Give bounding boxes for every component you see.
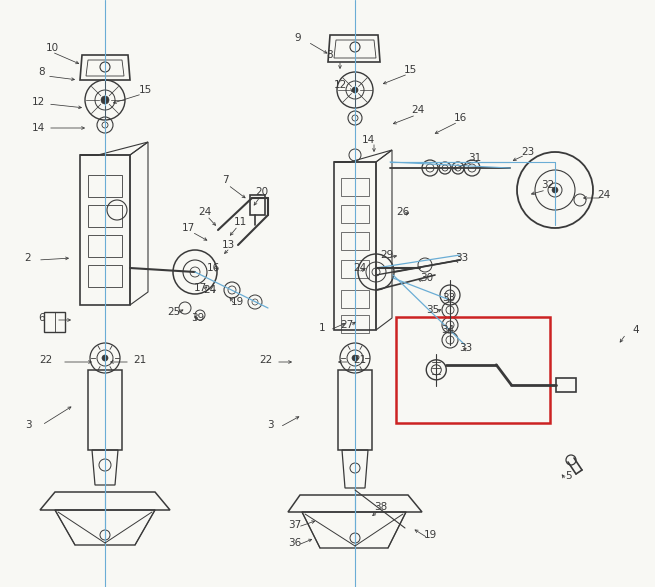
Text: 34: 34: [441, 325, 455, 335]
Text: 37: 37: [288, 520, 301, 530]
Text: 22: 22: [259, 355, 272, 365]
Text: 8: 8: [39, 67, 45, 77]
Bar: [396, 317, 550, 423]
Text: 24: 24: [354, 263, 367, 273]
Text: 19: 19: [231, 297, 244, 307]
Text: 4: 4: [633, 325, 639, 335]
Text: 10: 10: [45, 43, 58, 53]
Text: 32: 32: [542, 180, 555, 190]
Bar: [341, 232, 369, 250]
Text: 15: 15: [138, 85, 151, 95]
Text: 3: 3: [25, 420, 31, 430]
Text: 31: 31: [468, 153, 481, 163]
Text: 7: 7: [221, 175, 229, 185]
Text: 17: 17: [181, 223, 195, 233]
Text: 9: 9: [295, 33, 301, 43]
Text: 16: 16: [206, 263, 219, 273]
Text: 29: 29: [381, 250, 394, 260]
Text: 5: 5: [565, 471, 571, 481]
Text: 33: 33: [442, 293, 456, 303]
Text: 23: 23: [521, 147, 534, 157]
Bar: [88, 235, 122, 257]
Bar: [88, 205, 122, 227]
Text: 11: 11: [233, 217, 247, 227]
Bar: [341, 290, 369, 308]
Text: 24: 24: [198, 207, 212, 217]
Text: 21: 21: [134, 355, 147, 365]
Text: 36: 36: [288, 538, 301, 548]
Circle shape: [101, 96, 109, 104]
Text: 12: 12: [31, 97, 45, 107]
Text: 12: 12: [333, 80, 346, 90]
Text: 21: 21: [354, 355, 367, 365]
Bar: [341, 178, 369, 196]
Text: 24: 24: [203, 285, 217, 295]
Text: 14: 14: [31, 123, 45, 133]
Text: 1: 1: [319, 323, 326, 333]
Text: 15: 15: [403, 65, 417, 75]
Text: 13: 13: [221, 240, 234, 250]
Bar: [88, 265, 122, 287]
Text: 8: 8: [327, 50, 333, 60]
Text: 30: 30: [421, 273, 434, 283]
Text: 25: 25: [168, 307, 181, 317]
Text: 14: 14: [362, 135, 375, 145]
Bar: [341, 315, 369, 333]
Bar: [341, 205, 369, 223]
Bar: [88, 175, 122, 197]
Bar: [341, 260, 369, 278]
Text: 26: 26: [396, 207, 409, 217]
Text: 3: 3: [267, 420, 273, 430]
Text: 22: 22: [39, 355, 52, 365]
Text: 24: 24: [411, 105, 424, 115]
Text: 6: 6: [39, 313, 45, 323]
Text: 33: 33: [459, 343, 473, 353]
Text: 19: 19: [423, 530, 437, 540]
Text: 27: 27: [341, 320, 354, 330]
Text: 39: 39: [191, 313, 204, 323]
Circle shape: [352, 355, 358, 361]
Text: 24: 24: [597, 190, 610, 200]
Text: 16: 16: [453, 113, 466, 123]
Text: 33: 33: [455, 253, 468, 263]
Text: 35: 35: [426, 305, 440, 315]
Text: 2: 2: [25, 253, 31, 263]
Text: 38: 38: [375, 502, 388, 512]
Circle shape: [552, 187, 558, 193]
Text: 17: 17: [193, 283, 206, 293]
Text: 20: 20: [255, 187, 269, 197]
Circle shape: [102, 355, 108, 361]
Circle shape: [352, 87, 358, 93]
